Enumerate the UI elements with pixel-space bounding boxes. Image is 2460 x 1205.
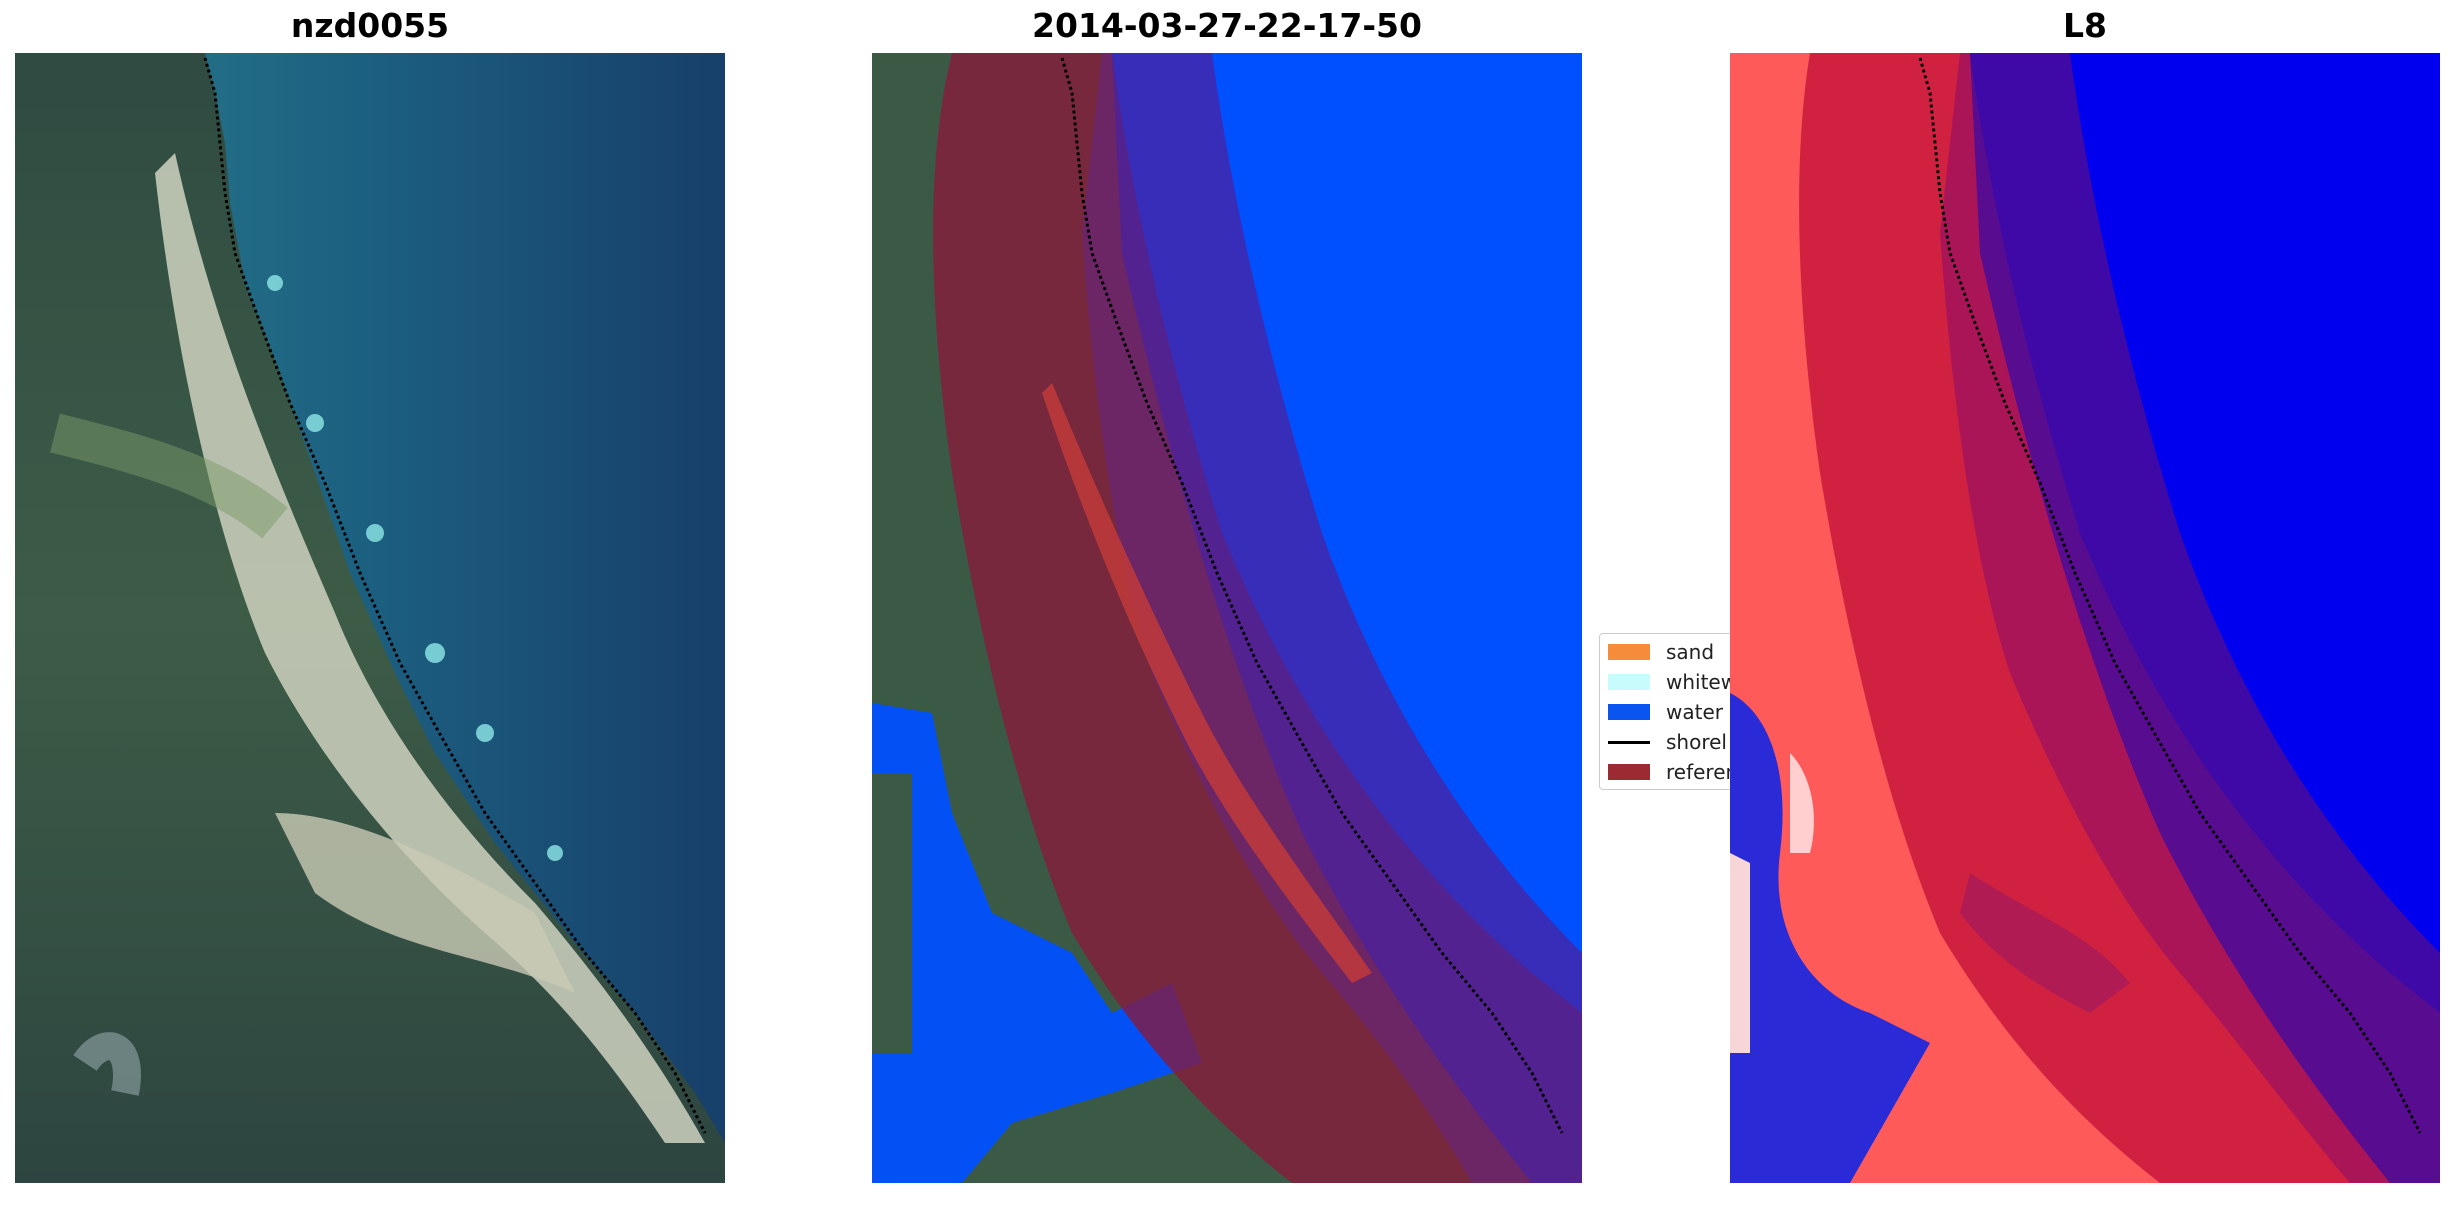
index-panel	[1730, 53, 2440, 1183]
legend-label-whitewater: whitew	[1666, 670, 1738, 694]
classification-panel	[872, 53, 1582, 1183]
shoreline-swatch	[1608, 740, 1650, 744]
reference-swatch	[1608, 764, 1650, 780]
water-swatch	[1608, 704, 1650, 720]
legend-label-reference: referen	[1666, 760, 1739, 784]
rgb-satellite-image	[15, 53, 725, 1183]
panel-title-index: L8	[2063, 6, 2107, 45]
classification-image	[872, 53, 1582, 1183]
rgb-image-panel	[15, 53, 725, 1183]
panel-title-classification: 2014-03-27-22-17-50	[1032, 6, 1422, 45]
shoreline-line	[203, 57, 707, 1134]
whitewater-swatch	[1608, 674, 1650, 690]
legend-label-sand: sand	[1666, 640, 1715, 664]
legend-item-water: water	[1608, 700, 1723, 724]
sand-swatch	[1608, 644, 1650, 660]
legend-label-shoreline: shorel	[1666, 730, 1727, 754]
index-image	[1730, 53, 2440, 1183]
legend: sand whitew water shorel referen	[1599, 633, 1739, 790]
legend-item-reference: referen	[1608, 760, 1738, 784]
legend-item-sand: sand	[1608, 640, 1714, 664]
legend-item-shoreline: shorel	[1608, 730, 1727, 754]
panel-title-rgb: nzd0055	[290, 6, 450, 45]
legend-item-whitewater: whitew	[1608, 670, 1737, 694]
legend-label-water: water	[1666, 700, 1723, 724]
